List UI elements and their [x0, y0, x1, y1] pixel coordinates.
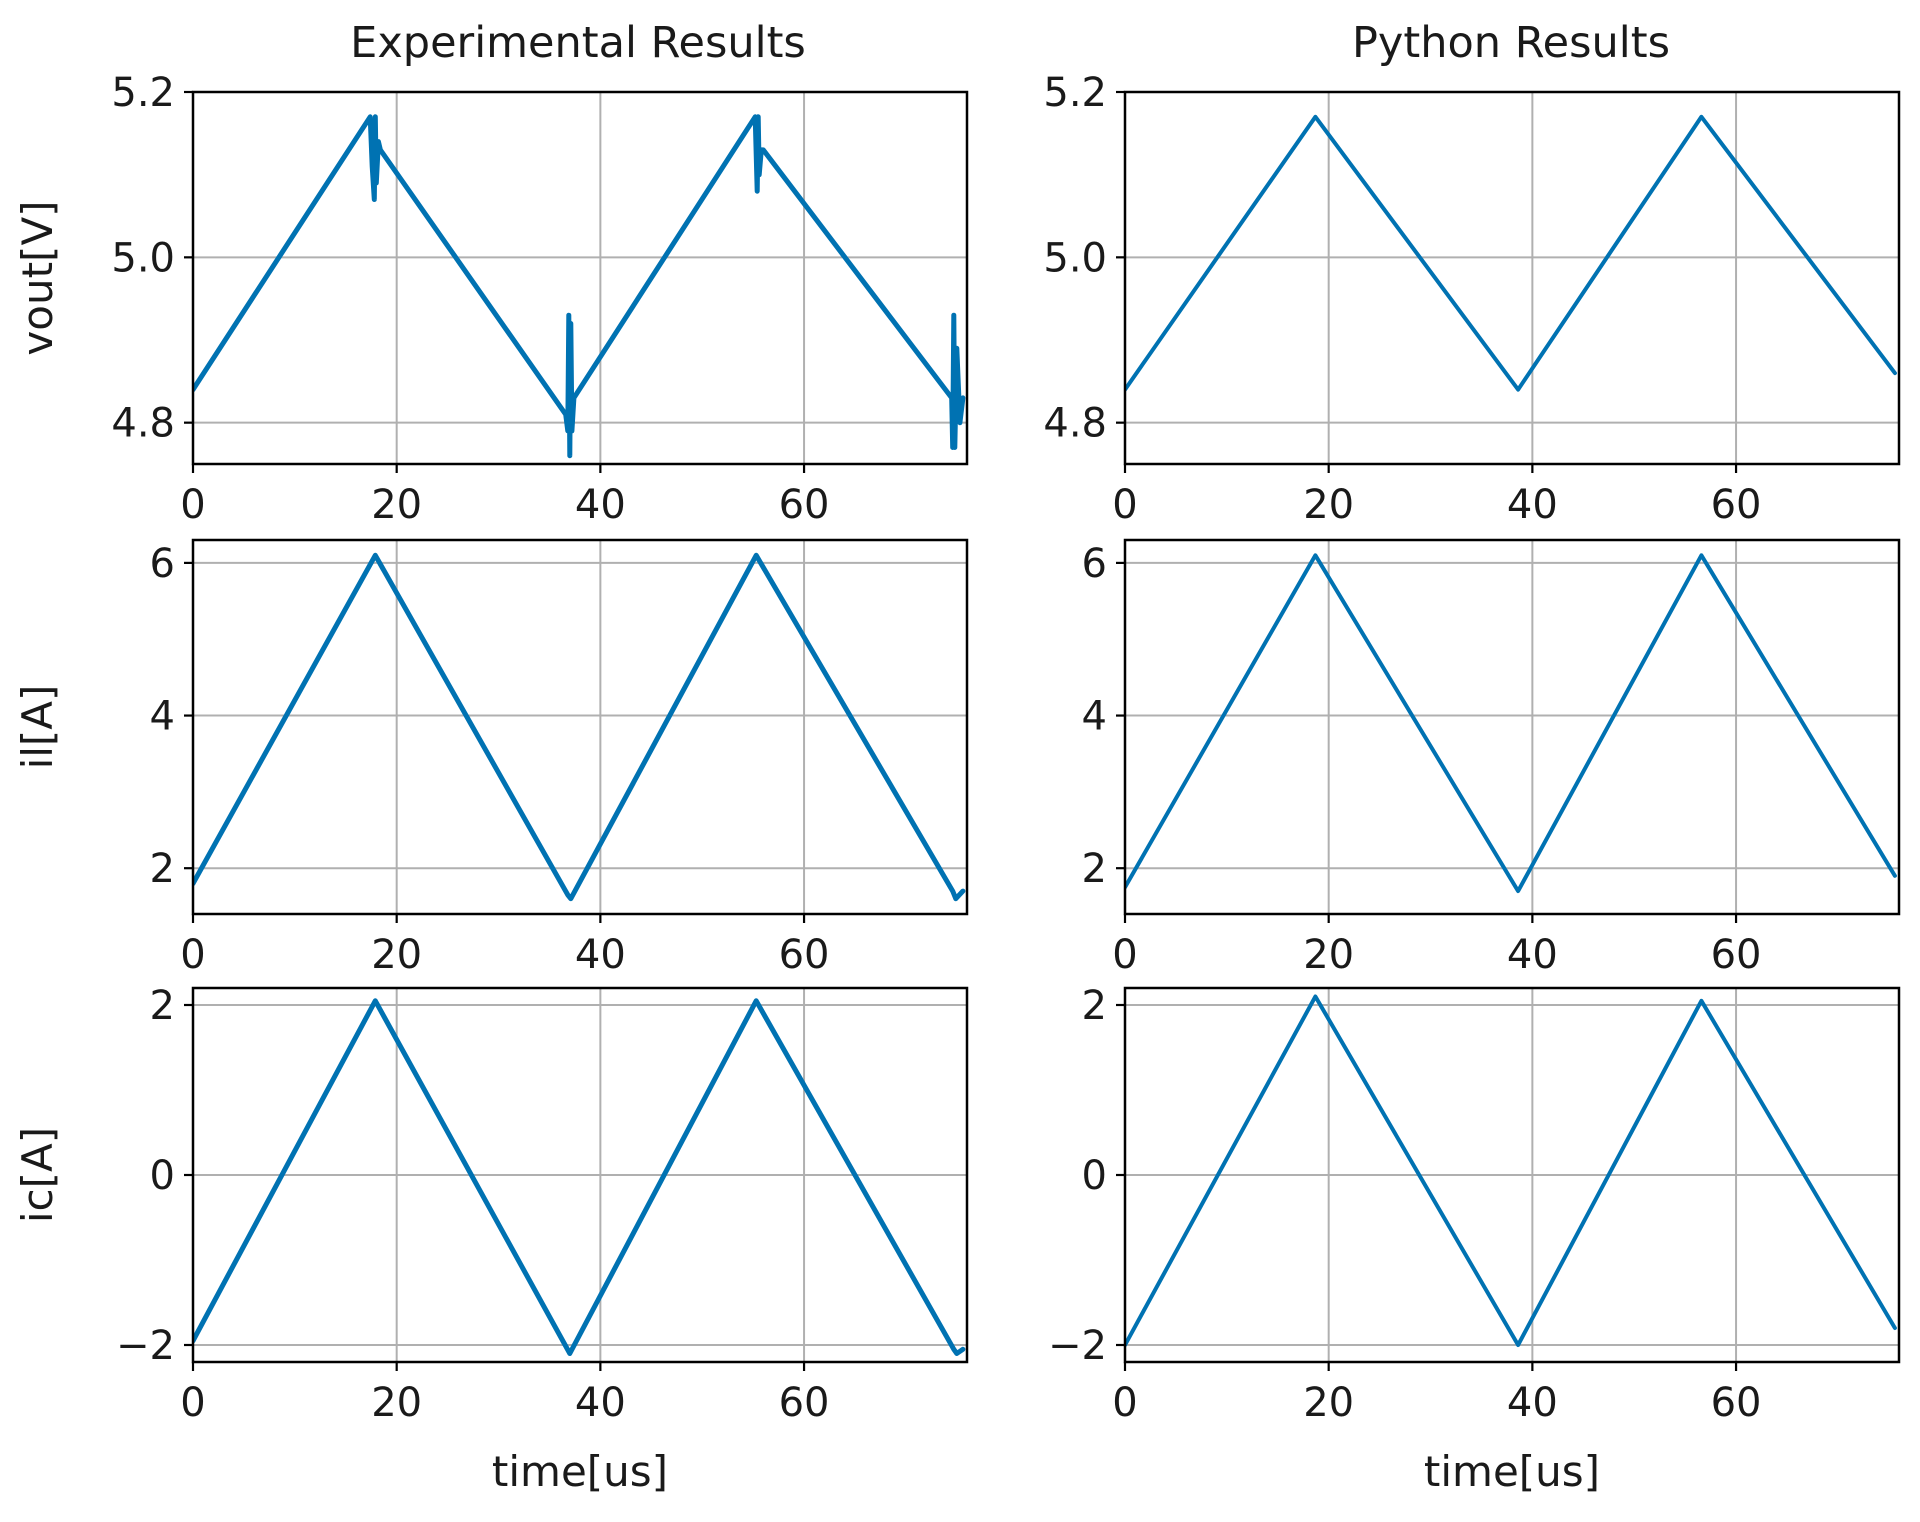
x-tick-label: 20	[371, 482, 422, 528]
y-tick-label: 0	[150, 1153, 175, 1199]
x-tick-label: 40	[575, 932, 626, 978]
x-tick-label: 40	[1507, 1380, 1558, 1426]
y-tick-label: 5.0	[111, 235, 175, 281]
y-tick-label: 6	[150, 541, 175, 587]
x-tick-label: 20	[371, 932, 422, 978]
panel-exp-il: 0 20 40 60 2 4 6 il[A]	[13, 538, 969, 978]
x-tick-label: 60	[1711, 932, 1762, 978]
y-axis-label: il[A]	[13, 685, 62, 770]
x-tick-label: 60	[779, 932, 830, 978]
x-tick-label: 20	[1303, 932, 1354, 978]
y-tick-label: 0	[1082, 1153, 1107, 1199]
y-tick-label: −2	[116, 1323, 175, 1369]
y-tick-label: 5.2	[111, 70, 175, 116]
y-tick-label: 6	[1082, 541, 1107, 587]
y-tick-label: 5.2	[1043, 70, 1107, 116]
y-tick-label: 2	[1082, 983, 1107, 1029]
x-tick-label: 60	[779, 482, 830, 528]
x-tick-label: 20	[1303, 482, 1354, 528]
title-experimental: Experimental Results	[350, 18, 806, 68]
x-tick-label: 0	[1112, 1380, 1137, 1426]
axes-frame	[191, 538, 969, 916]
y-tick-label: 4.8	[111, 401, 175, 447]
series-line-vout	[193, 114, 966, 459]
x-tick-label: 20	[1303, 1380, 1354, 1426]
y-axis-label: vout[V]	[13, 200, 62, 355]
panel-exp-vout: 0 20 40 60 4.8 5.0 5.2 vout[V]	[13, 70, 969, 528]
x-tick-label: 40	[575, 482, 626, 528]
axes-frame	[1123, 538, 1901, 916]
x-tick-label: 0	[180, 1380, 205, 1426]
x-tick-label: 40	[575, 1380, 626, 1426]
x-tick-label: 20	[371, 1380, 422, 1426]
series-line-il	[193, 552, 966, 902]
x-tick-label: 0	[180, 932, 205, 978]
series-line-il	[1125, 553, 1897, 894]
x-axis-label: time[us]	[492, 1447, 668, 1496]
x-tick-label: 60	[779, 1380, 830, 1426]
x-tick-label: 60	[1711, 1380, 1762, 1426]
panel-py-il: 0 20 40 60 2 4 6	[1082, 538, 1901, 978]
y-tick-label: −2	[1048, 1323, 1107, 1369]
series-line-ic	[1125, 994, 1897, 1347]
series-line-ic	[193, 998, 966, 1356]
x-tick-label: 0	[180, 482, 205, 528]
series-line-vout	[1125, 114, 1897, 392]
x-axis-label: time[us]	[1424, 1447, 1600, 1496]
y-tick-label: 4	[150, 694, 175, 740]
panel-py-vout: 0 20 40 60 4.8 5.0 5.2	[1043, 70, 1901, 528]
y-tick-label: 4	[1082, 694, 1107, 740]
x-tick-label: 60	[1711, 482, 1762, 528]
x-tick-label: 0	[1112, 932, 1137, 978]
axes-frame	[1123, 90, 1901, 466]
y-axis-label: ic[A]	[13, 1127, 62, 1223]
title-python: Python Results	[1352, 18, 1670, 68]
y-tick-label: 2	[150, 846, 175, 892]
x-tick-label: 40	[1507, 932, 1558, 978]
axes-frame	[191, 90, 969, 466]
x-tick-label: 0	[1112, 482, 1137, 528]
x-tick-label: 40	[1507, 482, 1558, 528]
y-tick-label: 2	[1082, 846, 1107, 892]
y-tick-label: 5.0	[1043, 235, 1107, 281]
y-tick-label: 4.8	[1043, 401, 1107, 447]
y-tick-label: 2	[150, 983, 175, 1029]
